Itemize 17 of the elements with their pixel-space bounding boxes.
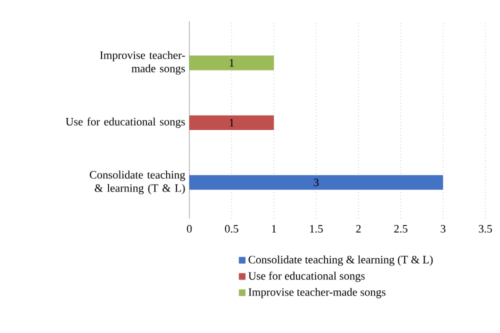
- x-tick-label: 2: [356, 225, 361, 233]
- legend-label: Improvise teacher-made songs: [248, 288, 386, 298]
- x-tick-label: 1: [272, 225, 276, 232]
- legend-label: Use for educational songs: [248, 272, 365, 282]
- data-label: 3: [314, 178, 319, 186]
- x-tick-label: 3: [440, 225, 446, 233]
- y-tick-label: Consolidate teaching & learning (T & L): [90, 170, 186, 194]
- y-tick-label: Use for educational songs: [66, 117, 185, 128]
- x-tick-label: 1.5: [310, 225, 323, 233]
- x-tick-label: 0: [186, 225, 192, 233]
- x-tick-label: 2.5: [394, 225, 408, 233]
- data-label: 1: [230, 118, 234, 126]
- data-label: 1: [230, 59, 234, 67]
- x-tick-label: 0.5: [225, 225, 238, 233]
- y-tick-label: Improvise teacher-made songs: [100, 51, 185, 75]
- x-tick-label: 3.5: [478, 225, 492, 233]
- legend-label: Consolidate teaching & learning (T & L): [248, 255, 433, 266]
